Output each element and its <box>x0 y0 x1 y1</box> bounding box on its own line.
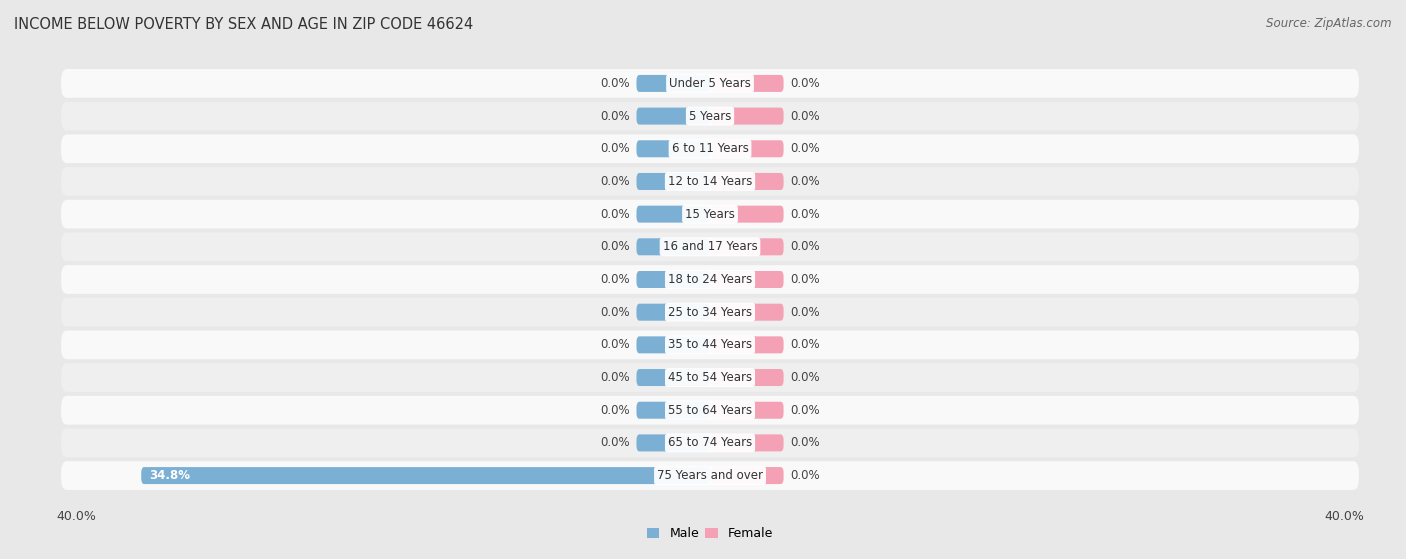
FancyBboxPatch shape <box>710 173 783 190</box>
Text: 0.0%: 0.0% <box>790 207 820 221</box>
FancyBboxPatch shape <box>637 140 710 157</box>
FancyBboxPatch shape <box>60 363 1360 392</box>
Text: 75 Years and over: 75 Years and over <box>657 469 763 482</box>
Text: 0.0%: 0.0% <box>790 110 820 122</box>
Text: 5 Years: 5 Years <box>689 110 731 122</box>
FancyBboxPatch shape <box>710 107 783 125</box>
FancyBboxPatch shape <box>637 173 710 190</box>
FancyBboxPatch shape <box>637 271 710 288</box>
FancyBboxPatch shape <box>637 238 710 255</box>
Text: Source: ZipAtlas.com: Source: ZipAtlas.com <box>1267 17 1392 30</box>
FancyBboxPatch shape <box>60 167 1360 196</box>
FancyBboxPatch shape <box>60 265 1360 294</box>
FancyBboxPatch shape <box>637 75 710 92</box>
FancyBboxPatch shape <box>60 429 1360 457</box>
Text: 16 and 17 Years: 16 and 17 Years <box>662 240 758 253</box>
Text: 34.8%: 34.8% <box>149 469 190 482</box>
FancyBboxPatch shape <box>637 337 710 353</box>
FancyBboxPatch shape <box>710 271 783 288</box>
Text: 0.0%: 0.0% <box>600 306 630 319</box>
Text: 0.0%: 0.0% <box>790 240 820 253</box>
Text: 0.0%: 0.0% <box>790 77 820 90</box>
Text: 0.0%: 0.0% <box>790 404 820 416</box>
FancyBboxPatch shape <box>141 467 710 484</box>
FancyBboxPatch shape <box>710 434 783 452</box>
Text: 55 to 64 Years: 55 to 64 Years <box>668 404 752 416</box>
FancyBboxPatch shape <box>710 402 783 419</box>
FancyBboxPatch shape <box>637 107 710 125</box>
Text: 0.0%: 0.0% <box>790 306 820 319</box>
FancyBboxPatch shape <box>60 330 1360 359</box>
FancyBboxPatch shape <box>710 467 783 484</box>
Text: 0.0%: 0.0% <box>600 110 630 122</box>
Text: 0.0%: 0.0% <box>600 437 630 449</box>
FancyBboxPatch shape <box>60 396 1360 425</box>
FancyBboxPatch shape <box>60 200 1360 229</box>
Text: 0.0%: 0.0% <box>600 273 630 286</box>
Text: 0.0%: 0.0% <box>600 207 630 221</box>
Text: 45 to 54 Years: 45 to 54 Years <box>668 371 752 384</box>
Text: 25 to 34 Years: 25 to 34 Years <box>668 306 752 319</box>
FancyBboxPatch shape <box>60 102 1360 130</box>
FancyBboxPatch shape <box>637 206 710 222</box>
FancyBboxPatch shape <box>710 304 783 321</box>
Text: 0.0%: 0.0% <box>600 77 630 90</box>
Text: 35 to 44 Years: 35 to 44 Years <box>668 338 752 352</box>
Text: Under 5 Years: Under 5 Years <box>669 77 751 90</box>
Text: 0.0%: 0.0% <box>790 338 820 352</box>
Text: 0.0%: 0.0% <box>600 240 630 253</box>
Legend: Male, Female: Male, Female <box>643 522 778 545</box>
FancyBboxPatch shape <box>710 140 783 157</box>
FancyBboxPatch shape <box>637 304 710 321</box>
Text: 0.0%: 0.0% <box>600 371 630 384</box>
Text: 0.0%: 0.0% <box>790 469 820 482</box>
Text: 0.0%: 0.0% <box>790 273 820 286</box>
Text: 65 to 74 Years: 65 to 74 Years <box>668 437 752 449</box>
FancyBboxPatch shape <box>637 402 710 419</box>
FancyBboxPatch shape <box>710 206 783 222</box>
FancyBboxPatch shape <box>710 369 783 386</box>
Text: 40.0%: 40.0% <box>56 510 96 523</box>
Text: 18 to 24 Years: 18 to 24 Years <box>668 273 752 286</box>
Text: 0.0%: 0.0% <box>790 437 820 449</box>
FancyBboxPatch shape <box>637 434 710 452</box>
Text: 0.0%: 0.0% <box>790 143 820 155</box>
Text: 0.0%: 0.0% <box>600 338 630 352</box>
FancyBboxPatch shape <box>710 238 783 255</box>
FancyBboxPatch shape <box>60 298 1360 326</box>
FancyBboxPatch shape <box>710 337 783 353</box>
FancyBboxPatch shape <box>60 461 1360 490</box>
FancyBboxPatch shape <box>710 75 783 92</box>
Text: 0.0%: 0.0% <box>790 175 820 188</box>
Text: 0.0%: 0.0% <box>790 371 820 384</box>
FancyBboxPatch shape <box>60 134 1360 163</box>
Text: 15 Years: 15 Years <box>685 207 735 221</box>
Text: INCOME BELOW POVERTY BY SEX AND AGE IN ZIP CODE 46624: INCOME BELOW POVERTY BY SEX AND AGE IN Z… <box>14 17 474 32</box>
FancyBboxPatch shape <box>637 369 710 386</box>
FancyBboxPatch shape <box>60 69 1360 98</box>
FancyBboxPatch shape <box>60 233 1360 261</box>
Text: 40.0%: 40.0% <box>1324 510 1364 523</box>
Text: 0.0%: 0.0% <box>600 175 630 188</box>
Text: 12 to 14 Years: 12 to 14 Years <box>668 175 752 188</box>
Text: 6 to 11 Years: 6 to 11 Years <box>672 143 748 155</box>
Text: 0.0%: 0.0% <box>600 404 630 416</box>
Text: 0.0%: 0.0% <box>600 143 630 155</box>
